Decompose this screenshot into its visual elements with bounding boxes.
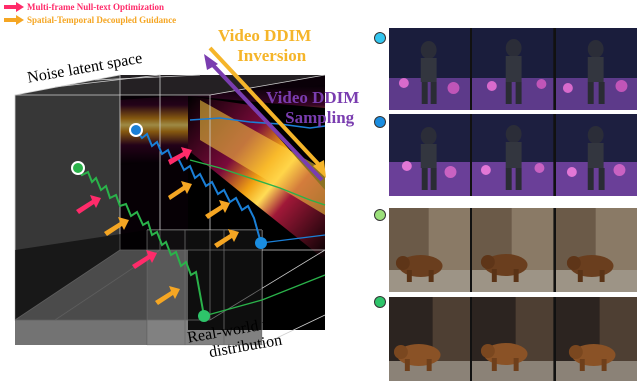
green-trajectory-extension — [203, 274, 326, 317]
orange-guidance-arrows — [104, 181, 239, 305]
video-frame — [555, 28, 637, 110]
inversion-label-line2: Inversion — [237, 46, 307, 65]
sampling-label: Video DDIM Sampling — [266, 88, 359, 128]
astronaut-frames-row-2 — [389, 114, 637, 196]
blue-end-point — [255, 237, 267, 249]
video-frame — [555, 208, 637, 292]
blue-trajectory-upper — [189, 117, 326, 129]
legend-label: Spatial-Temporal Decoupled Guidance — [27, 15, 177, 25]
green-end-point — [198, 310, 210, 322]
inversion-label: Video DDIM Inversion — [218, 26, 311, 66]
blue-trajectory-extension — [260, 234, 326, 244]
bottom-front-panel — [147, 230, 262, 345]
bear-frames-row-1 — [389, 208, 637, 292]
video-frame — [472, 28, 554, 110]
blue-trajectory — [135, 129, 262, 244]
sampling-label-line1: Video DDIM — [266, 88, 360, 107]
video-frame — [389, 297, 471, 381]
video-frame — [472, 114, 554, 196]
astronaut-frames-row-1 — [389, 28, 637, 110]
video-frame — [472, 208, 554, 292]
legend-item-null-text: Multi-frame Null-text Optimization — [4, 0, 164, 14]
sampling-arrow-head — [204, 54, 218, 70]
blue-dot-marker — [374, 116, 386, 128]
video-frame — [555, 114, 637, 196]
bear-frames-row-2 — [389, 297, 637, 381]
pink-arrow-icon — [4, 2, 24, 12]
green-trajectory-upper — [189, 159, 326, 206]
pink-guidance-arrows — [76, 147, 192, 269]
inversion-arrow — [208, 46, 324, 170]
cyan-dot-marker — [374, 32, 386, 44]
video-frame — [389, 208, 471, 292]
legend-label: Multi-frame Null-text Optimization — [27, 2, 164, 12]
bottom-panel — [15, 230, 147, 345]
legend-item-guidance: Spatial-Temporal Decoupled Guidance — [4, 13, 176, 27]
green-start-point — [71, 161, 85, 175]
right-heatmap-glow — [200, 100, 325, 215]
green-dot-marker — [374, 296, 386, 308]
inversion-arrow-head — [313, 160, 326, 178]
sampling-arrow — [208, 60, 324, 182]
video-frame — [389, 114, 471, 196]
blue-start-point — [129, 123, 143, 137]
video-frame — [472, 297, 554, 381]
video-frame — [555, 297, 637, 381]
light-green-dot-marker — [374, 209, 386, 221]
inversion-label-line1: Video DDIM — [218, 26, 312, 45]
orange-arrow-icon — [4, 15, 24, 25]
video-frame — [389, 28, 471, 110]
green-trajectory — [77, 167, 205, 317]
sampling-label-line2: Sampling — [285, 108, 355, 127]
